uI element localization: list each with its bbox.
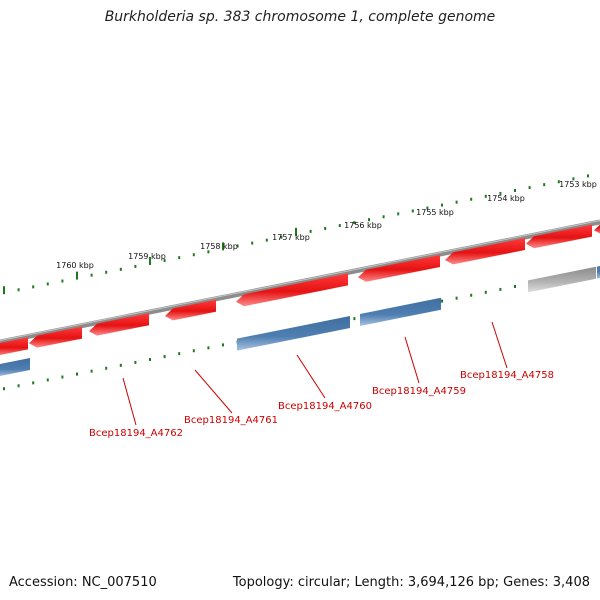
map-title: Burkholderia sp. 383 chromosome 1, compl… <box>104 9 496 25</box>
kbp-label: 1758 kbp <box>200 242 238 251</box>
gene-label-leader <box>194 369 233 414</box>
gene-feature <box>29 326 82 348</box>
gene-label-leader <box>122 377 137 426</box>
gene-feature <box>236 273 348 307</box>
kbp-label: 1755 kbp <box>416 208 454 217</box>
gene-feature <box>594 224 600 234</box>
kbp-label: 1756 kbp <box>344 221 382 230</box>
kbp-label: 1757 kbp <box>272 233 310 242</box>
gene-feature <box>165 299 216 321</box>
gene-feature <box>358 255 440 282</box>
gene-feature <box>360 297 441 326</box>
kbp-label: 1759 kbp <box>128 252 166 261</box>
gene-feature <box>89 313 149 336</box>
gene-feature <box>526 224 592 249</box>
gene-label: Bcep18194_A4758 <box>460 370 554 381</box>
gene-label: Bcep18194_A4761 <box>184 415 278 426</box>
kbp-label: 1760 kbp <box>56 261 94 270</box>
backbone-highlight <box>0 220 600 341</box>
kbp-label: 1754 kbp <box>487 194 525 203</box>
gene-feature <box>445 238 525 265</box>
kbp-label: 1753 kbp <box>559 180 597 189</box>
outer-tick-ring <box>3 174 589 295</box>
gene-feature <box>237 316 350 351</box>
grey-feature <box>528 266 596 293</box>
genome-summary-text: Topology: circular; Length: 3,694,126 bp… <box>232 575 590 590</box>
gene-label: Bcep18194_A4760 <box>278 401 372 412</box>
feature-layer <box>0 224 600 376</box>
backbone-line <box>0 219 600 345</box>
label-leader-layer <box>122 321 508 426</box>
gene-feature <box>0 337 28 355</box>
gene-feature <box>0 358 30 376</box>
gene-label-leader <box>296 354 326 399</box>
accession-text: Accession: NC_007510 <box>9 575 157 590</box>
gene-label: Bcep18194_A4762 <box>89 428 183 439</box>
gene-label-leader <box>491 321 508 369</box>
backbone-layer <box>0 219 600 345</box>
gene-label: Bcep18194_A4759 <box>372 386 466 397</box>
gene-label-layer: Bcep18194_A4758Bcep18194_A4759Bcep18194_… <box>89 370 554 439</box>
gene-label-leader <box>404 336 420 384</box>
kbp-label-layer: 1753 kbp 1754 kbp 1755 kbp 1756 kbp 1757 kbp… <box>56 180 597 270</box>
gene-feature <box>597 266 600 279</box>
